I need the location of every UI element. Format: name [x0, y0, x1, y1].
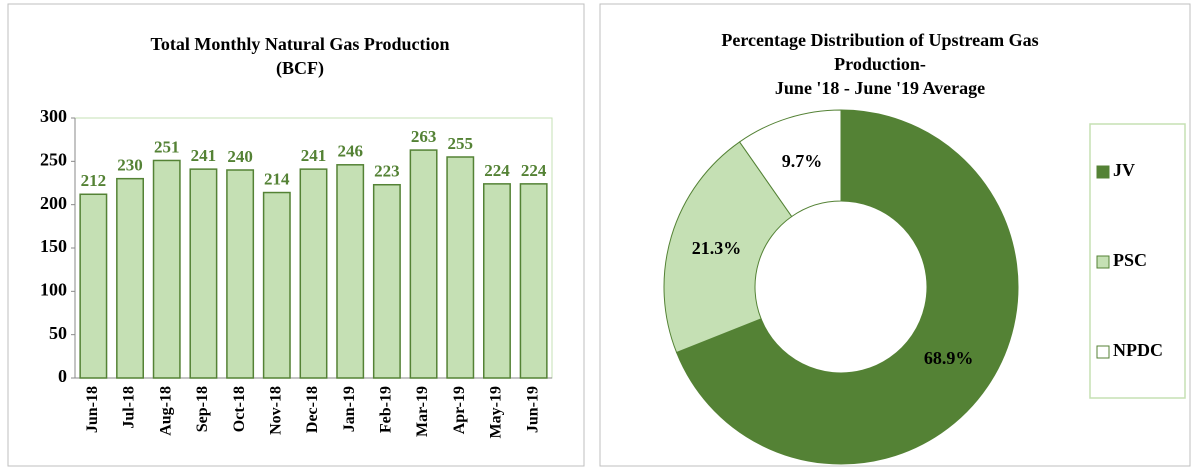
data-label: 246 — [337, 142, 363, 161]
data-label: 240 — [227, 147, 253, 166]
x-tick-label: Jul-18 — [121, 386, 138, 429]
data-label: 255 — [448, 134, 474, 153]
legend-label: JV — [1113, 160, 1135, 180]
y-tick-label: 150 — [40, 236, 67, 256]
y-tick-label: 50 — [49, 323, 67, 343]
slice — [663, 141, 793, 354]
x-tick-label: Jun-18 — [84, 386, 101, 433]
x-tick-label: Oct-18 — [231, 386, 248, 432]
bar — [189, 168, 218, 379]
bar — [372, 183, 401, 379]
data-label: 212 — [81, 171, 107, 190]
data-label: 224 — [484, 161, 510, 180]
data-label: 241 — [301, 146, 327, 165]
x-tick-label: Dec-18 — [304, 386, 321, 433]
slice — [675, 109, 1019, 465]
pie-title: Production- — [834, 54, 926, 74]
data-label: 224 — [521, 161, 547, 180]
data-label: 263 — [411, 127, 437, 146]
slice-label: 9.7% — [782, 151, 823, 171]
slice-label: 21.3% — [692, 238, 742, 258]
y-tick-label: 250 — [40, 149, 67, 169]
bar — [409, 149, 438, 379]
legend-label: NPDC — [1113, 340, 1163, 360]
bar — [446, 156, 475, 379]
x-tick-label: Jan-19 — [341, 386, 358, 432]
legend-swatch — [1096, 255, 1110, 269]
y-tick-label: 100 — [40, 279, 67, 299]
bar — [79, 193, 108, 379]
pie-title: Percentage Distribution of Upstream Gas — [721, 30, 1038, 50]
slice — [738, 109, 842, 218]
x-tick-label: Feb-19 — [378, 386, 395, 433]
x-tick-label: May-19 — [488, 386, 505, 438]
bar-title: Total Monthly Natural Gas Production — [150, 34, 449, 54]
pie-title: June '18 - June '19 Average — [775, 78, 985, 98]
data-label: 241 — [191, 146, 217, 165]
slice-label: 68.9% — [924, 348, 974, 368]
y-tick-label: 0 — [58, 366, 67, 386]
legend-swatch — [1096, 345, 1110, 359]
bar-title: (BCF) — [276, 58, 324, 79]
y-tick-label: 200 — [40, 193, 67, 213]
x-tick-label: Mar-19 — [414, 386, 431, 437]
bar — [336, 164, 365, 379]
data-label: 223 — [374, 162, 400, 181]
x-tick-label: Jun-19 — [524, 386, 541, 433]
bar — [299, 168, 328, 379]
legend-swatch — [1096, 165, 1110, 179]
right-panel — [599, 3, 1191, 467]
x-tick-label: Sep-18 — [194, 386, 211, 432]
x-tick-label: Aug-18 — [157, 386, 174, 436]
data-label: 230 — [117, 156, 143, 175]
bar — [262, 191, 291, 379]
x-tick-label: Nov-18 — [267, 386, 284, 435]
data-label: 214 — [264, 169, 290, 188]
bar — [226, 169, 255, 379]
bar — [519, 183, 548, 379]
bar — [483, 183, 511, 379]
bar — [116, 177, 144, 379]
bar — [152, 159, 181, 379]
y-tick-label: 300 — [40, 106, 67, 126]
left-panel — [7, 3, 585, 467]
data-label: 251 — [154, 137, 180, 156]
x-tick-label: Apr-19 — [451, 386, 468, 434]
legend-label: PSC — [1113, 250, 1147, 270]
